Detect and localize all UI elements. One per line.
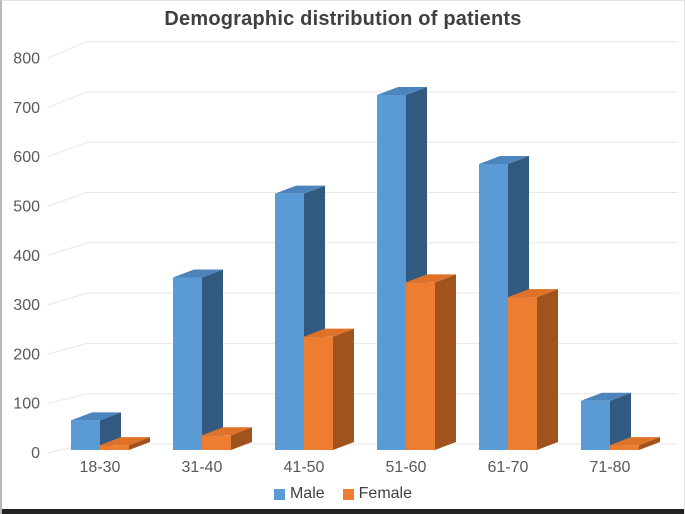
svg-text:300: 300 (13, 297, 40, 314)
legend: Male Female (2, 485, 684, 503)
legend-label-female: Female (358, 485, 413, 502)
svg-text:51-60: 51-60 (386, 459, 427, 476)
svg-text:31-40: 31-40 (182, 459, 223, 476)
svg-text:100: 100 (13, 396, 40, 413)
svg-text:71-80: 71-80 (590, 459, 631, 476)
svg-text:41-50: 41-50 (284, 459, 325, 476)
chart-title: Demographic distribution of patients (164, 8, 522, 30)
legend-label-male: Male (289, 485, 325, 502)
svg-text:61-70: 61-70 (488, 459, 529, 476)
svg-text:200: 200 (13, 346, 40, 363)
legend-item-male: Male (273, 485, 325, 503)
svg-text:800: 800 (13, 51, 40, 68)
figure-bottom-border (2, 509, 684, 514)
svg-text:400: 400 (13, 248, 40, 265)
svg-text:0: 0 (31, 445, 40, 462)
svg-text:600: 600 (13, 149, 40, 166)
male-series-swatch (273, 488, 285, 500)
female-series-swatch (342, 488, 354, 500)
svg-text:700: 700 (13, 100, 40, 117)
svg-text:18-30: 18-30 (80, 459, 121, 476)
legend-item-female: Female (342, 485, 413, 503)
svg-text:500: 500 (13, 199, 40, 216)
